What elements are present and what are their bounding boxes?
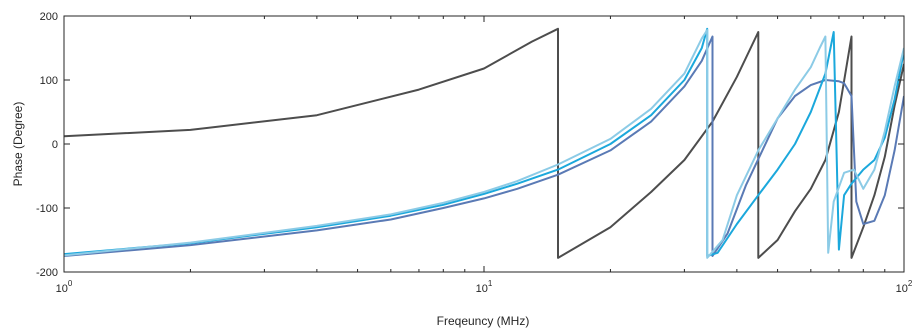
axes-box <box>63 15 905 273</box>
series-line-4 <box>64 29 904 259</box>
x-axis-label: Freqeuncy (MHz) <box>437 314 530 328</box>
y-tick-label: 0 <box>52 139 58 151</box>
series-line-2 <box>64 35 904 257</box>
series-line-1 <box>64 27 904 259</box>
plot-area <box>64 27 904 259</box>
y-tick-label: -100 <box>36 203 58 215</box>
series-line-3 <box>64 27 904 257</box>
y-tick-label: 100 <box>40 75 58 87</box>
axes: 100 101 102 -200 -100 0 100 200 <box>36 11 913 295</box>
x-tick-label: 100 <box>56 279 73 295</box>
x-tick-label: 101 <box>476 279 493 295</box>
y-tick-label: -200 <box>36 267 58 279</box>
y-tick-label: 200 <box>40 11 58 23</box>
y-axis-label: Phase (Degree) <box>11 102 25 187</box>
x-tick-label: 102 <box>896 279 913 295</box>
